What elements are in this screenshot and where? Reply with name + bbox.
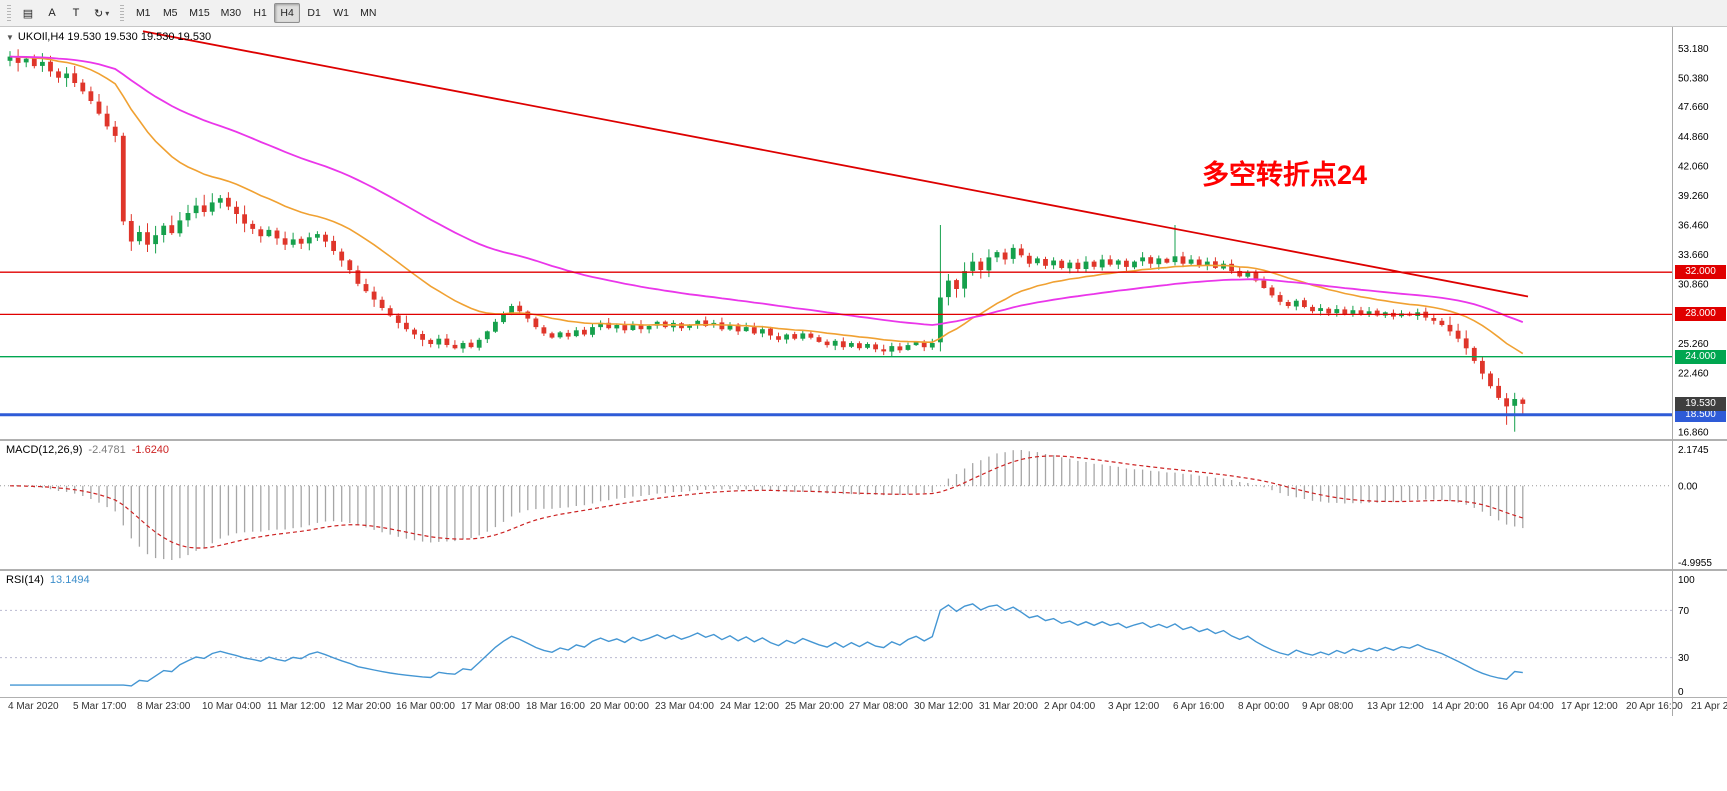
time-label: 21 Apr 21:15 [1691, 701, 1727, 712]
svg-text:-4.9955: -4.9955 [1678, 558, 1712, 569]
rsi-indicator-pane[interactable]: 100 70 30 0 [0, 571, 1727, 697]
svg-text:30.860: 30.860 [1678, 280, 1709, 291]
time-label: 11 Mar 12:00 [267, 701, 326, 712]
timeframe-D1[interactable]: D1 [301, 3, 327, 23]
rsi-value: 13.1494 [49, 574, 90, 586]
timeframe-M30[interactable]: M30 [216, 3, 246, 23]
svg-text:100: 100 [1678, 575, 1695, 586]
time-label: 20 Mar 00:00 [590, 701, 649, 712]
refresh-dropdown-button[interactable]: ↻ ▾ [89, 3, 114, 23]
text-tool-button[interactable]: T [65, 3, 87, 23]
svg-text:16.860: 16.860 [1678, 428, 1709, 439]
time-label: 23 Mar 04:00 [655, 701, 714, 712]
svg-text:33.660: 33.660 [1678, 250, 1709, 261]
svg-text:44.860: 44.860 [1678, 132, 1709, 143]
rsi-name: RSI(14) [6, 574, 44, 586]
timeframe-M1[interactable]: M1 [130, 3, 156, 23]
time-label: 4 Mar 2020 [8, 701, 59, 712]
time-label: 10 Mar 04:00 [202, 701, 261, 712]
time-label: 30 Mar 12:00 [914, 701, 973, 712]
svg-text:2.1745: 2.1745 [1678, 445, 1709, 456]
time-label: 31 Mar 20:00 [979, 701, 1038, 712]
svg-text:30: 30 [1678, 653, 1690, 664]
time-label: 3 Apr 12:00 [1108, 701, 1160, 712]
time-label: 20 Apr 16:00 [1626, 701, 1683, 712]
timeframe-M5[interactable]: M5 [157, 3, 183, 23]
expand-arrow-icon[interactable]: ▼ [6, 33, 14, 42]
macd-name: MACD(12,26,9) [6, 444, 83, 456]
time-label: 17 Apr 12:00 [1561, 701, 1618, 712]
timeframe-W1[interactable]: W1 [328, 3, 354, 23]
arrow-tool-a-button[interactable]: A [41, 3, 63, 23]
svg-text:39.260: 39.260 [1678, 191, 1709, 202]
refresh-icon: ↻ [94, 7, 104, 20]
timeframe-MN[interactable]: MN [355, 3, 381, 23]
time-label: 12 Mar 20:00 [332, 701, 391, 712]
toolbar-grip[interactable] [7, 5, 11, 21]
svg-text:47.660: 47.660 [1678, 102, 1709, 113]
timeframe-buttons: M1 M5 M15 M30 H1 H4 D1 W1 MN [130, 3, 381, 23]
time-label: 9 Apr 08:00 [1302, 701, 1354, 712]
time-label: 16 Apr 04:00 [1497, 701, 1554, 712]
descending-trendline [142, 30, 1529, 298]
chart-annotation-text: 多空转折点24 [1202, 160, 1368, 190]
time-label: 24 Mar 12:00 [720, 701, 779, 712]
time-label: 5 Mar 17:00 [73, 701, 127, 712]
svg-text:22.460: 22.460 [1678, 369, 1709, 380]
time-label: 2 Apr 04:00 [1044, 701, 1096, 712]
macd-indicator-pane[interactable]: 2.1745 0.00 -4.9955 [0, 441, 1727, 569]
pane-separator[interactable] [0, 439, 1727, 441]
time-label: 6 Apr 16:00 [1173, 701, 1225, 712]
time-axis[interactable]: 4 Mar 2020 5 Mar 17:00 8 Mar 23:00 10 Mar 0… [0, 698, 1727, 716]
macd-signal-value: -1.6240 [131, 444, 170, 456]
symbol-ohlc-label: UKOIl,H4 19.530 19.530 19.530 19.530 [17, 31, 212, 43]
timeframe-H4[interactable]: H4 [274, 3, 301, 23]
pane-separator[interactable] [0, 569, 1727, 571]
svg-text:53.180: 53.180 [1678, 44, 1709, 55]
macd-signal-line [9, 455, 1523, 549]
svg-text:70: 70 [1678, 606, 1690, 617]
time-label: 25 Mar 20:00 [785, 701, 844, 712]
chart-pattern-icon[interactable]: ▤ [17, 3, 39, 23]
macd-label: MACD(12,26,9) -2.4781 -1.6240 [6, 444, 169, 456]
pane-separator [0, 697, 1727, 698]
time-label: 18 Mar 16:00 [526, 701, 585, 712]
toolbar-grip[interactable] [120, 5, 125, 21]
ma-line-55 [9, 55, 1524, 326]
svg-text:42.060: 42.060 [1678, 161, 1709, 172]
caret-down-icon: ▾ [105, 8, 110, 18]
price-chart-pane[interactable]: 53.180 50.380 47.660 44.860 42.060 39.260 36.4… [0, 27, 1727, 439]
timeframe-H1[interactable]: H1 [247, 3, 273, 23]
macd-histogram [17, 450, 1524, 560]
candlestick-series [7, 49, 1526, 432]
time-label: 17 Mar 08:00 [461, 701, 520, 712]
time-label: 14 Apr 20:00 [1432, 701, 1489, 712]
price-scale-separator [1672, 27, 1673, 716]
rsi-line [10, 603, 1523, 687]
svg-text:0.00: 0.00 [1678, 481, 1698, 492]
macd-value: -2.4781 [88, 444, 126, 456]
svg-text:50.380: 50.380 [1678, 73, 1709, 84]
toolbar: ▤ A T ↻ ▾ M1 M5 M15 M30 H1 H4 D1 W1 MN [0, 0, 1727, 27]
timeframe-M15[interactable]: M15 [184, 3, 214, 23]
time-label: 8 Apr 00:00 [1238, 701, 1290, 712]
time-label: 27 Mar 08:00 [849, 701, 908, 712]
svg-text:36.460: 36.460 [1678, 221, 1709, 232]
time-label: 8 Mar 23:00 [137, 701, 191, 712]
time-label: 16 Mar 00:00 [396, 701, 455, 712]
rsi-label: RSI(14) 13.1494 [6, 574, 90, 586]
time-label: 13 Apr 12:00 [1367, 701, 1424, 712]
symbol-header: ▼ UKOIl,H4 19.530 19.530 19.530 19.530 [6, 31, 211, 43]
svg-text:25.260: 25.260 [1678, 339, 1709, 350]
svg-text:0: 0 [1678, 687, 1684, 697]
